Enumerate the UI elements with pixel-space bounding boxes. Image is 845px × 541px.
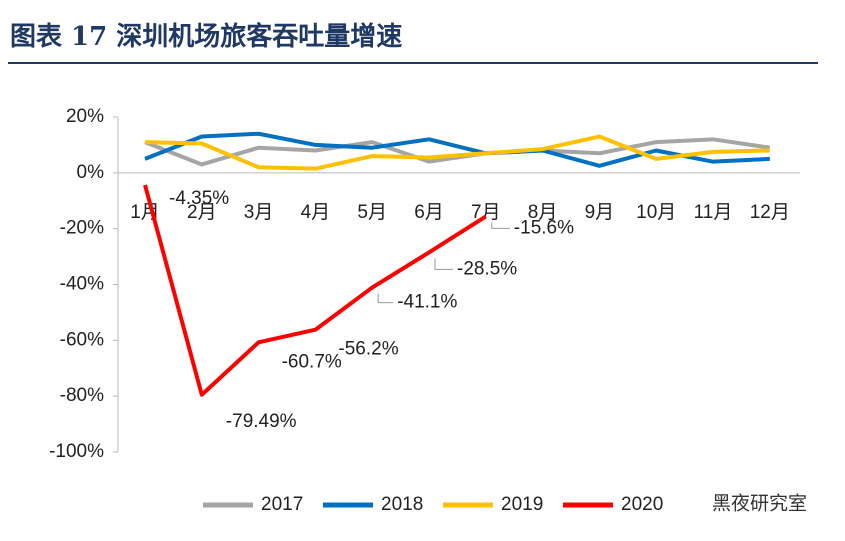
data-label: -56.2%: [338, 339, 398, 360]
legend-label: 2017: [261, 494, 303, 515]
series-line: [144, 134, 770, 171]
y-tick-label: -20%: [60, 218, 104, 239]
x-tick-label: 5月: [357, 202, 387, 223]
legend-label: 2019: [501, 494, 543, 515]
data-label: -15.6%: [514, 217, 574, 238]
leader-line: [377, 293, 394, 304]
watermark: 黑夜研究室: [712, 493, 807, 515]
series-line: [144, 137, 771, 167]
x-tick-label: 12月: [750, 202, 790, 223]
x-tick-label: 9月: [585, 202, 615, 223]
x-tick-label: 6月: [414, 202, 444, 223]
data-label: -28.5%: [457, 258, 517, 279]
y-tick-label: -60%: [60, 329, 104, 350]
y-tick-label: 0%: [77, 162, 105, 183]
y-tick-label: -80%: [60, 385, 104, 406]
y-tick-label: -40%: [60, 274, 104, 295]
y-tick-label: 20%: [66, 106, 104, 127]
chart-title: 图表 17 深圳机场旅客吞吐量增速: [10, 21, 402, 52]
data-label: -60.7%: [282, 351, 342, 372]
y-tick-label: -100%: [49, 441, 104, 462]
x-tick-label: 3月: [244, 202, 274, 223]
legend-label: 2020: [621, 494, 663, 515]
leader-line: [434, 258, 453, 270]
data-label: -4.35%: [169, 188, 229, 209]
data-label: -79.49%: [226, 411, 297, 432]
data-label: -41.1%: [397, 292, 457, 313]
series-line: [144, 131, 770, 168]
x-tick-label: 8月: [528, 202, 558, 223]
x-tick-label: 11月: [694, 202, 733, 223]
series-line: [143, 184, 487, 397]
x-tick-label: 10月: [636, 202, 676, 223]
x-tick-label: 2月: [187, 202, 217, 223]
x-tick-label: 7月: [471, 202, 501, 223]
x-tick-label: 4月: [301, 202, 331, 223]
legend-label: 2018: [381, 494, 423, 515]
leader-line: [491, 222, 510, 229]
